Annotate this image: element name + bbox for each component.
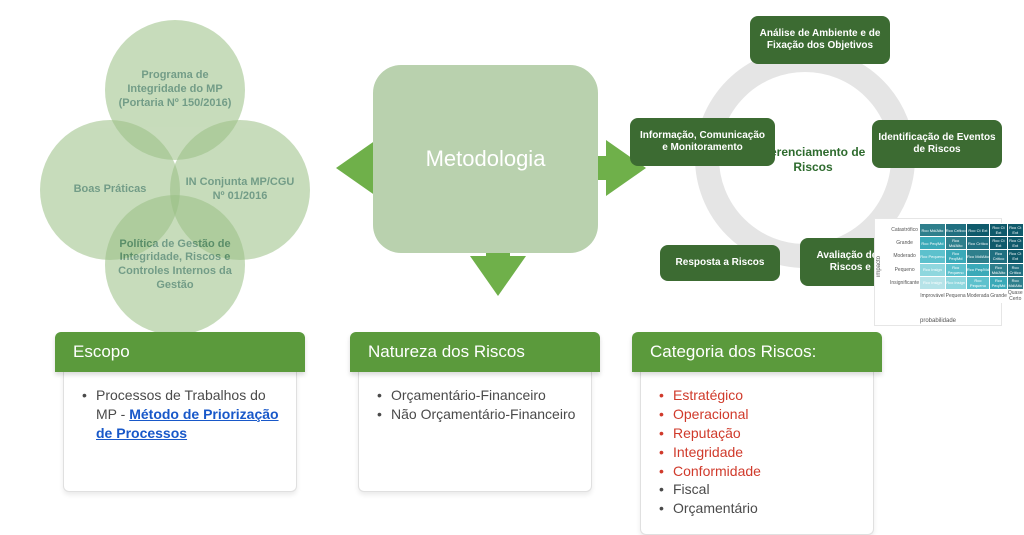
matrix-cell: Rco Crítico xyxy=(966,237,990,250)
card-natureza: Natureza dos Riscos Orçamentário-Finance… xyxy=(350,332,600,492)
card-natureza-body: Orçamentário-FinanceiroNão Orçamentário-… xyxy=(358,372,592,492)
cycle-node: Informação, Comunicação e Monitoramento xyxy=(630,118,775,166)
risk-matrix-table: CatastróficoRco Md/AltoRco CríticoRco Ct… xyxy=(889,223,1024,303)
matrix-cell: Rco Peq/Md xyxy=(945,250,966,263)
arrow-down-icon xyxy=(470,256,526,296)
venn-circle-bottom: Política de Gestão de Integridade, Risco… xyxy=(105,195,245,335)
cycle-node: Resposta a Riscos xyxy=(660,245,780,281)
card-categoria-item: Fiscal xyxy=(659,480,863,499)
venn-top-label: Programa de Integridade do MP (Portaria … xyxy=(115,69,235,110)
cycle-region: Gerenciamento de Riscos Análise de Ambie… xyxy=(640,0,990,300)
matrix-axis-y: impacto xyxy=(876,219,882,313)
card-natureza-item: Não Orçamentário-Financeiro xyxy=(377,405,581,424)
card-natureza-item: Orçamentário-Financeiro xyxy=(377,386,581,405)
matrix-cell: Rco Peq/Md xyxy=(920,237,945,250)
matrix-cell: Rco Crítico xyxy=(1007,263,1023,276)
matrix-cell: Rco Insign xyxy=(920,276,945,289)
matrix-cell: Rco Pequeno xyxy=(920,250,945,263)
card-natureza-title: Natureza dos Riscos xyxy=(350,332,600,372)
matrix-cell: Rco Crítico xyxy=(945,224,966,237)
card-categoria-item: Integridade xyxy=(659,443,863,462)
matrix-cell: Rco Ct Ext xyxy=(1007,237,1023,250)
arrow-left-icon xyxy=(336,140,376,196)
cycle-node: Identificação de Eventos de Riscos xyxy=(872,120,1002,168)
matrix-row-label: Insignificante xyxy=(890,276,920,289)
venn-left-label: Boas Práticas xyxy=(74,183,147,197)
matrix-cell: Rco Ct Ext xyxy=(966,224,990,237)
matrix-cell: Rco Crítico xyxy=(990,250,1008,263)
matrix-col-label: Pequena xyxy=(945,290,966,303)
card-categoria-item: Operacional xyxy=(659,405,863,424)
matrix-cell: Rco Peq/Md xyxy=(990,276,1008,289)
matrix-col-label: Grande xyxy=(990,290,1008,303)
matrix-axis-x: probabilidade xyxy=(875,318,1001,324)
card-categoria: Categoria dos Riscos: EstratégicoOperaci… xyxy=(632,332,882,535)
matrix-cell: Rco Insign xyxy=(945,276,966,289)
matrix-cell: Rco Md/Alto xyxy=(1007,276,1023,289)
matrix-cell: Rco Ct Ext xyxy=(1007,224,1023,237)
matrix-row-label: Grande xyxy=(890,237,920,250)
card-escopo: Escopo Processos de Trabalhos do MP - Mé… xyxy=(55,332,305,492)
risk-matrix: impacto CatastróficoRco Md/AltoRco Críti… xyxy=(874,218,1002,326)
card-categoria-item: Conformidade xyxy=(659,462,863,481)
card-categoria-item: Orçamentário xyxy=(659,499,863,518)
matrix-cell: Rco Md/Alto xyxy=(990,263,1008,276)
cycle-node: Análise de Ambiente e de Fixação dos Obj… xyxy=(750,16,890,64)
matrix-cell: Rco Pequeno xyxy=(945,263,966,276)
matrix-cell: Rco Pequeno xyxy=(966,276,990,289)
card-categoria-title: Categoria dos Riscos: xyxy=(632,332,882,372)
method-box-label: Metodologia xyxy=(426,146,546,172)
card-escopo-title: Escopo xyxy=(55,332,305,372)
cycle-diagram: Gerenciamento de Riscos Análise de Ambie… xyxy=(640,10,980,300)
card-escopo-body: Processos de Trabalhos do MP - Método de… xyxy=(63,372,297,492)
venn-diagram: Programa de Integridade do MP (Portaria … xyxy=(40,20,300,310)
matrix-col-label: Quase Certo xyxy=(1007,290,1023,303)
matrix-cell: Rco Md/Alto xyxy=(920,224,945,237)
card-categoria-item: Reputação xyxy=(659,424,863,443)
venn-region: Programa de Integridade do MP (Portaria … xyxy=(40,0,310,310)
matrix-cell: Rco Ct Ext xyxy=(990,224,1008,237)
matrix-cell: Rco Insign xyxy=(920,263,945,276)
matrix-row-label: Catastrófico xyxy=(890,224,920,237)
matrix-row-label: Moderado xyxy=(890,250,920,263)
matrix-cell: Rco Peq/Md xyxy=(966,263,990,276)
method-box: Metodologia xyxy=(373,65,598,253)
matrix-col-label: Moderada xyxy=(966,290,990,303)
matrix-col-label: Improvável xyxy=(920,290,945,303)
matrix-cell: Rco Ct Ext xyxy=(990,237,1008,250)
card-categoria-body: EstratégicoOperacionalReputaçãoIntegrida… xyxy=(640,372,874,535)
card-categoria-item: Estratégico xyxy=(659,386,863,405)
card-escopo-item: Processos de Trabalhos do MP - Método de… xyxy=(82,386,286,443)
matrix-row-label: Pequeno xyxy=(890,263,920,276)
matrix-cell: Rco Md/Alto xyxy=(966,250,990,263)
matrix-cell: Rco Md/Alto xyxy=(945,237,966,250)
matrix-cell: Rco Ct Ext xyxy=(1007,250,1023,263)
venn-bottom-label: Política de Gestão de Integridade, Risco… xyxy=(115,238,235,293)
